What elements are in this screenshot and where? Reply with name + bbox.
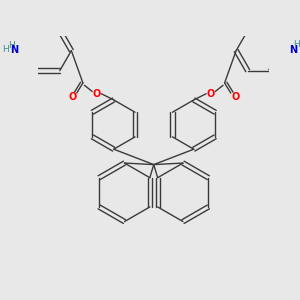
Text: N: N xyxy=(10,45,18,55)
Text: O: O xyxy=(207,89,215,99)
Text: O: O xyxy=(68,92,76,102)
Text: H: H xyxy=(299,45,300,54)
Text: H: H xyxy=(2,45,8,54)
Text: O: O xyxy=(93,89,101,99)
Text: N: N xyxy=(289,45,297,55)
Text: H: H xyxy=(8,41,15,50)
Text: O: O xyxy=(231,92,239,102)
Text: H: H xyxy=(293,40,300,49)
